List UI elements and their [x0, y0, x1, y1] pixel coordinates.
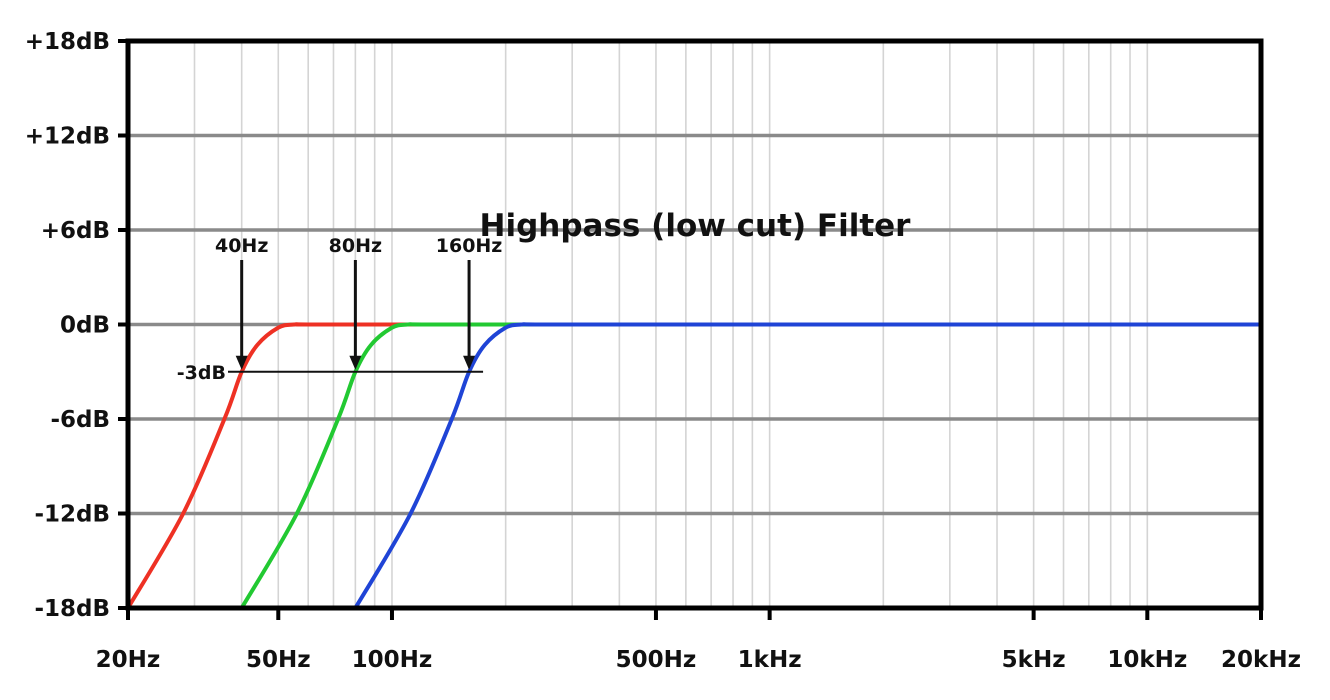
annotation-label: 40Hz [215, 235, 268, 257]
series [126, 322, 1263, 610]
x-tick-label: 1kHz [738, 647, 802, 673]
y-tick-label: +6dB [41, 218, 110, 244]
y-tick-label: -18dB [34, 596, 110, 622]
reference-line-label: -3dB [177, 362, 226, 384]
arrow-head [235, 355, 248, 370]
y-tick-label: 0dB [60, 313, 110, 339]
annotations: 40Hz 80Hz 160Hz [215, 235, 502, 370]
series-line-0 [126, 322, 1263, 610]
annotation-label: 80Hz [329, 235, 382, 257]
x-tick-label: 20kHz [1221, 647, 1301, 673]
x-tick-label: 50Hz [246, 647, 311, 673]
chart-title: Highpass (low cut) Filter [480, 208, 912, 244]
y-tick-label: -6dB [50, 407, 110, 433]
annotation-label: 160Hz [436, 235, 503, 257]
x-tick-label: 10kHz [1107, 647, 1187, 673]
x-tick-label: 500Hz [616, 647, 697, 673]
arrow-head [463, 355, 476, 370]
x-tick-label: 100Hz [352, 647, 433, 673]
x-tick-label: 20Hz [96, 647, 161, 673]
reference-line-group: -3dB [177, 362, 484, 384]
y-tick-label: +12dB [25, 124, 110, 150]
series-line-2 [353, 322, 1263, 610]
series-line-1 [239, 322, 1263, 610]
arrow-head [349, 355, 362, 370]
x-tick-label: 5kHz [1002, 647, 1066, 673]
y-tick-label: +18dB [25, 29, 110, 55]
y-tick-label: -12dB [34, 502, 110, 528]
axes: +18dB +12dB +6dB 0dB -6dB -12dB -18dB 20Hz 50Hz 1… [25, 29, 1301, 673]
